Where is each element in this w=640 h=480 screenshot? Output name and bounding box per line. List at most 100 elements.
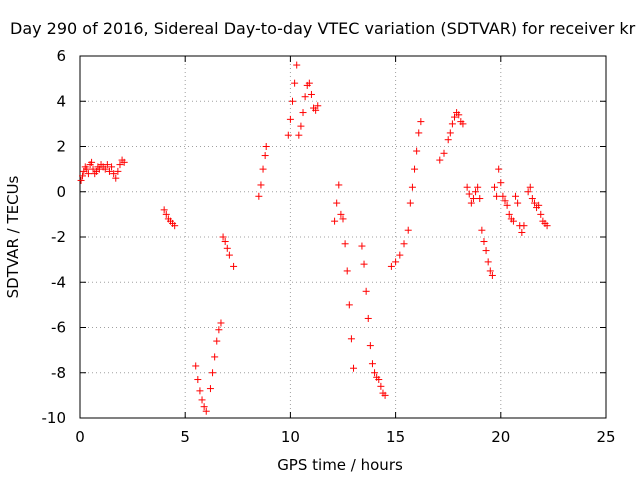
data-point (528, 195, 536, 203)
data-point (377, 382, 385, 390)
data-point (83, 165, 91, 173)
data-point (160, 206, 168, 214)
y-tick-label: -10 (42, 409, 67, 427)
data-point (484, 258, 492, 266)
data-point (192, 362, 200, 370)
data-point (396, 251, 404, 259)
data-point (503, 201, 511, 209)
data-point (465, 190, 473, 198)
data-point (509, 217, 517, 225)
y-tick-label: -2 (51, 228, 66, 246)
data-point (463, 183, 471, 191)
chart-title: Day 290 of 2016, Sidereal Day-to-day VTE… (10, 19, 636, 38)
data-point (295, 131, 303, 139)
data-point (202, 407, 210, 415)
data-point (482, 247, 490, 255)
data-point (108, 163, 116, 171)
data-point (381, 391, 389, 399)
data-point (259, 165, 267, 173)
y-tick-label: -4 (51, 273, 66, 291)
data-point (480, 238, 488, 246)
y-tick-label: -8 (51, 364, 66, 382)
data-point (537, 210, 545, 218)
data-point (194, 376, 202, 384)
x-tick-label: 5 (180, 428, 190, 446)
data-point (301, 93, 309, 101)
data-point (505, 210, 513, 218)
data-point (406, 199, 414, 207)
data-point (490, 183, 498, 191)
data-point (543, 222, 551, 230)
data-point (360, 260, 368, 268)
y-tick-label: 4 (56, 92, 66, 110)
data-point (512, 192, 520, 200)
data-point (221, 238, 229, 246)
data-point (217, 319, 225, 327)
data-point (451, 113, 459, 121)
data-point (293, 61, 301, 69)
data-point (366, 342, 374, 350)
data-point (518, 228, 526, 236)
data-point (472, 188, 480, 196)
data-point (255, 192, 263, 200)
data-point (411, 165, 419, 173)
grid (80, 56, 606, 418)
data-point (110, 170, 118, 178)
data-point (404, 226, 412, 234)
data-point (514, 199, 522, 207)
x-tick-label: 25 (596, 428, 615, 446)
data-points (77, 61, 551, 415)
data-point (120, 158, 128, 166)
data-point (196, 387, 204, 395)
data-point (448, 120, 456, 128)
data-point (333, 199, 341, 207)
data-point (474, 183, 482, 191)
data-point (257, 181, 265, 189)
data-point (198, 396, 206, 404)
y-axis-title: SDTVAR / TECUs (4, 175, 22, 298)
data-point (171, 222, 179, 230)
data-point (200, 403, 208, 411)
data-point (524, 188, 532, 196)
data-point (476, 195, 484, 203)
data-point (486, 267, 494, 275)
data-point (501, 197, 509, 205)
data-point (88, 158, 96, 166)
data-point (469, 195, 477, 203)
plot-frame (79, 55, 607, 419)
data-point (307, 90, 315, 98)
data-point (284, 131, 292, 139)
data-point (526, 183, 534, 191)
x-axis-title: GPS time / hours (277, 456, 403, 474)
data-point (291, 79, 299, 87)
data-point (261, 152, 269, 160)
data-point (364, 314, 372, 322)
data-point (455, 111, 463, 119)
data-point (339, 215, 347, 223)
data-point (467, 199, 475, 207)
data-point (305, 79, 313, 87)
data-point (219, 233, 227, 241)
data-point (440, 149, 448, 157)
y-axis-tick-labels: -10 -8 -6 -4 -2 0 2 4 6 (42, 47, 67, 427)
data-point (459, 120, 467, 128)
data-point (331, 217, 339, 225)
data-point (497, 179, 505, 187)
x-tick-label: 0 (75, 428, 85, 446)
data-point (209, 369, 217, 377)
data-point (387, 262, 395, 270)
data-point (535, 201, 543, 209)
data-point (343, 267, 351, 275)
data-point (413, 147, 421, 155)
data-point (114, 167, 122, 175)
data-point (79, 172, 87, 180)
data-point (499, 192, 507, 200)
x-tick-label: 20 (491, 428, 510, 446)
data-point (162, 210, 170, 218)
data-point (337, 210, 345, 218)
data-point (105, 167, 113, 175)
data-point (341, 240, 349, 248)
data-point (101, 165, 109, 173)
data-point (495, 165, 503, 173)
